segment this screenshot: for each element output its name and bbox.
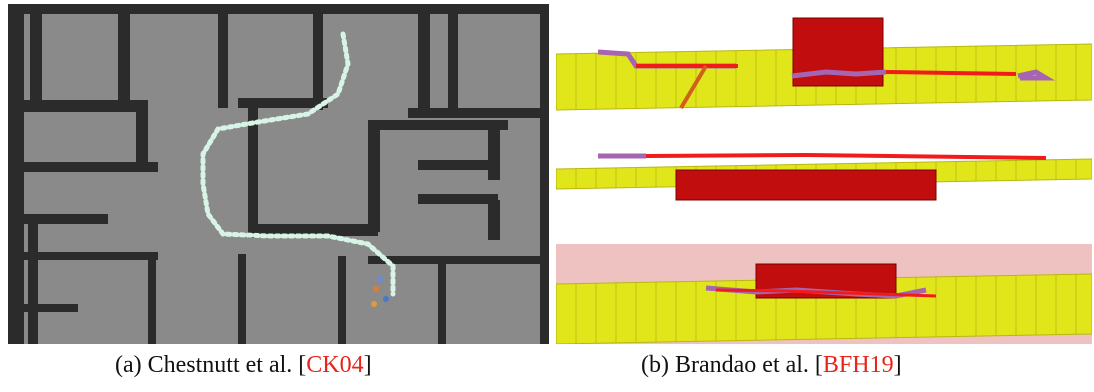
- occupancy-map-image: [8, 4, 549, 344]
- map-wall: [338, 256, 346, 344]
- caption-a-label: (a) Chestnutt et al. [: [115, 352, 307, 378]
- map-wall: [408, 108, 540, 118]
- terrain-view-3: [556, 273, 1092, 344]
- map-wall: [448, 14, 458, 110]
- map-wall: [248, 224, 378, 236]
- path-red-1b: [885, 70, 1017, 76]
- map-wall: [418, 194, 498, 204]
- map-wall: [248, 108, 258, 238]
- obstacle-field: [675, 169, 937, 201]
- map-wall: [540, 4, 549, 344]
- map-wall: [8, 252, 158, 260]
- caption-a: (a) Chestnutt et al. [CK04]: [115, 352, 372, 379]
- map-wall: [238, 254, 246, 344]
- map-wall: [8, 214, 108, 224]
- map-wall: [118, 14, 130, 106]
- figure-panel-b: [556, 4, 1092, 344]
- path-purple-1c: [1017, 69, 1056, 81]
- footstep-marker: [371, 301, 377, 307]
- map-wall: [18, 304, 78, 312]
- path-purple-1b: [791, 69, 887, 79]
- citation-link-bfh19[interactable]: BFH19: [822, 352, 894, 378]
- footstep-marker: [383, 296, 389, 302]
- citation-link-ck04[interactable]: CK04: [306, 352, 364, 378]
- map-wall: [8, 4, 549, 14]
- map-wall: [28, 224, 38, 344]
- map-wall: [313, 14, 323, 110]
- map-wall: [8, 162, 158, 172]
- map-wall: [418, 14, 430, 114]
- footstep-marker: [377, 276, 383, 282]
- path-red-2: [645, 152, 1047, 160]
- figure-panel-a: [8, 4, 549, 344]
- caption-b: (b) Brandao et al. [BFH19]: [641, 352, 902, 379]
- caption-a-close: ]: [363, 352, 372, 378]
- map-wall: [238, 98, 328, 108]
- map-wall: [418, 160, 498, 170]
- map-wall: [368, 120, 508, 130]
- footstep-path: [200, 31, 396, 297]
- terrain-views-image: [556, 17, 1092, 344]
- map-wall: [218, 14, 228, 108]
- footstep-marker: [373, 286, 379, 292]
- map-wall: [148, 252, 156, 344]
- map-wall: [438, 264, 446, 344]
- path-red-3: [715, 288, 937, 298]
- map-wall: [136, 100, 148, 172]
- map-wall: [368, 256, 548, 264]
- map-wall: [368, 122, 380, 232]
- map-wall: [30, 14, 42, 104]
- terrain-ridge: [679, 64, 708, 110]
- map-floor: [8, 4, 549, 344]
- caption-b-label: (b) Brandao et al. [: [641, 352, 823, 378]
- map-wall: [488, 200, 500, 240]
- caption-b-close: ]: [893, 352, 902, 378]
- map-wall: [488, 120, 500, 180]
- map-wall: [8, 4, 24, 344]
